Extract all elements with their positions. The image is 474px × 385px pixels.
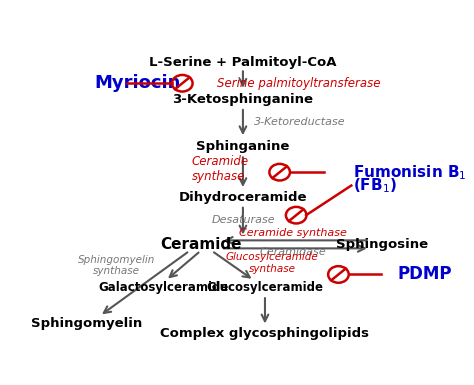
- Text: Myriocin: Myriocin: [94, 74, 181, 92]
- Text: PDMP: PDMP: [397, 266, 452, 283]
- Text: Serine palmitoyltransferase: Serine palmitoyltransferase: [217, 77, 381, 90]
- Text: Dihydroceramide: Dihydroceramide: [179, 191, 307, 204]
- Text: 3-Ketosphinganine: 3-Ketosphinganine: [173, 93, 313, 106]
- Text: (FB$_1$): (FB$_1$): [353, 176, 397, 195]
- Text: Sphingosine: Sphingosine: [337, 238, 428, 251]
- Text: Ceramide synthase: Ceramide synthase: [238, 228, 346, 238]
- Text: Fumonisin B$_1$: Fumonisin B$_1$: [353, 163, 467, 182]
- Text: Galactosylceramide: Galactosylceramide: [99, 281, 229, 294]
- Text: Glucosylceramide
synthase: Glucosylceramide synthase: [226, 253, 319, 274]
- Text: Sphingomyelin: Sphingomyelin: [31, 317, 142, 330]
- Text: Sphinganine: Sphinganine: [196, 141, 290, 154]
- Text: Desaturase: Desaturase: [212, 214, 275, 224]
- Text: L-Serine + Palmitoyl-CoA: L-Serine + Palmitoyl-CoA: [149, 56, 337, 69]
- Text: Glucosylceramide: Glucosylceramide: [207, 281, 323, 294]
- Text: Ceramidase: Ceramidase: [259, 247, 326, 257]
- Text: Ceramide: Ceramide: [160, 237, 241, 252]
- Text: Complex glycosphingolipids: Complex glycosphingolipids: [161, 327, 369, 340]
- Text: Sphingomyelin
synthase: Sphingomyelin synthase: [78, 255, 155, 276]
- Text: 3-Ketoreductase: 3-Ketoreductase: [254, 117, 346, 127]
- Text: Ceramide
synthase: Ceramide synthase: [191, 155, 249, 183]
